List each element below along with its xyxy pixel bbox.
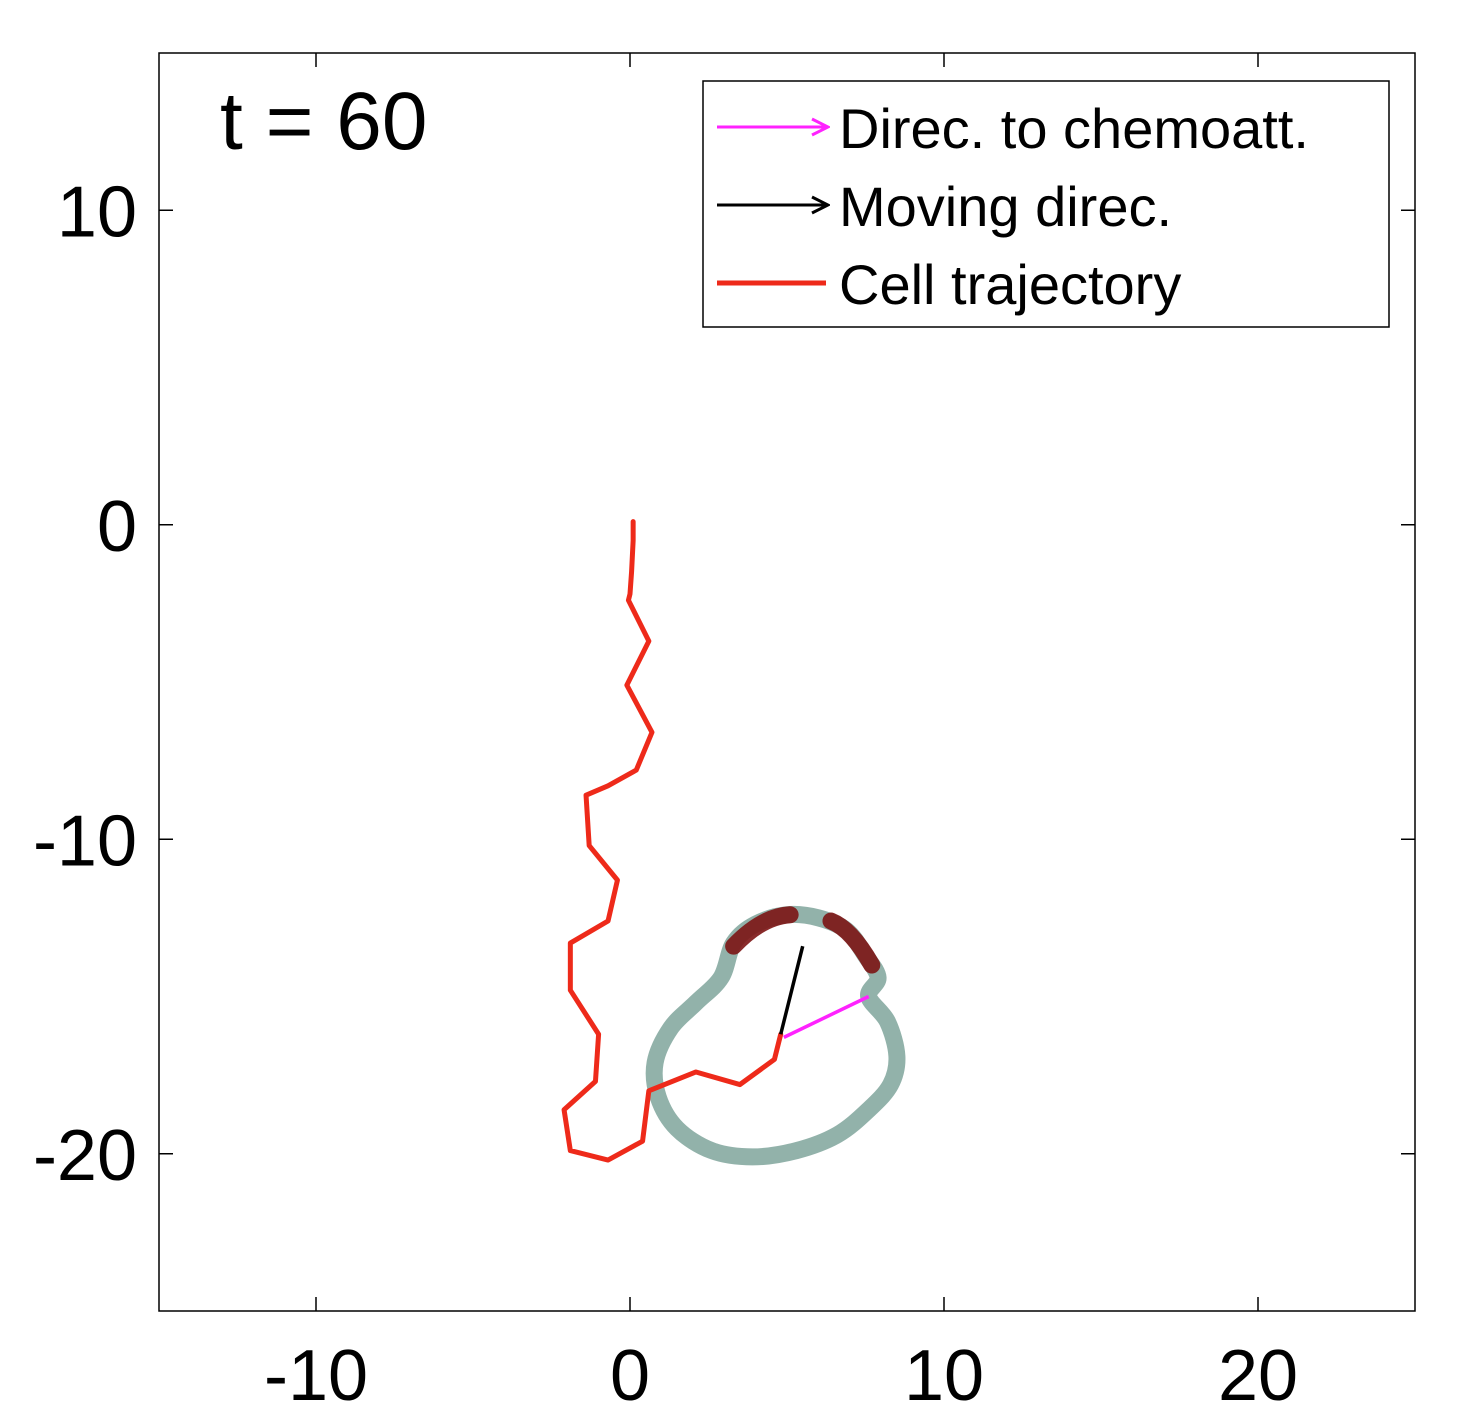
legend: Direc. to chemoatt. Moving direc. Cell t… [702, 80, 1390, 328]
legend-label-chemoattractant: Direc. to chemoatt. [839, 97, 1309, 160]
axis-ticks: -10 0 10 20 -20 -10 0 10 [33, 53, 1415, 1416]
x-tick-label: -10 [264, 1336, 368, 1416]
legend-label-moving: Moving direc. [839, 175, 1172, 238]
plot-content [561, 519, 906, 1166]
chemoattractant-direction-line [783, 994, 870, 1039]
y-tick-label: -20 [33, 1116, 137, 1196]
y-tick-label: 0 [97, 487, 137, 567]
x-tick-label: 0 [610, 1336, 650, 1416]
cell-trajectory-line [561, 519, 784, 1163]
plot-frame [158, 52, 1416, 1312]
x-tick-label: 20 [1218, 1336, 1298, 1416]
time-annotation: t = 60 [220, 76, 427, 167]
x-tick-label: 10 [904, 1336, 984, 1416]
polarized-arc-0 [725, 906, 799, 955]
moving-direction-line [779, 945, 805, 1035]
polarized-arc-1 [822, 912, 881, 974]
y-tick-label: -10 [33, 801, 137, 881]
y-tick-label: 10 [57, 172, 137, 252]
legend-label-trajectory: Cell trajectory [839, 253, 1181, 316]
